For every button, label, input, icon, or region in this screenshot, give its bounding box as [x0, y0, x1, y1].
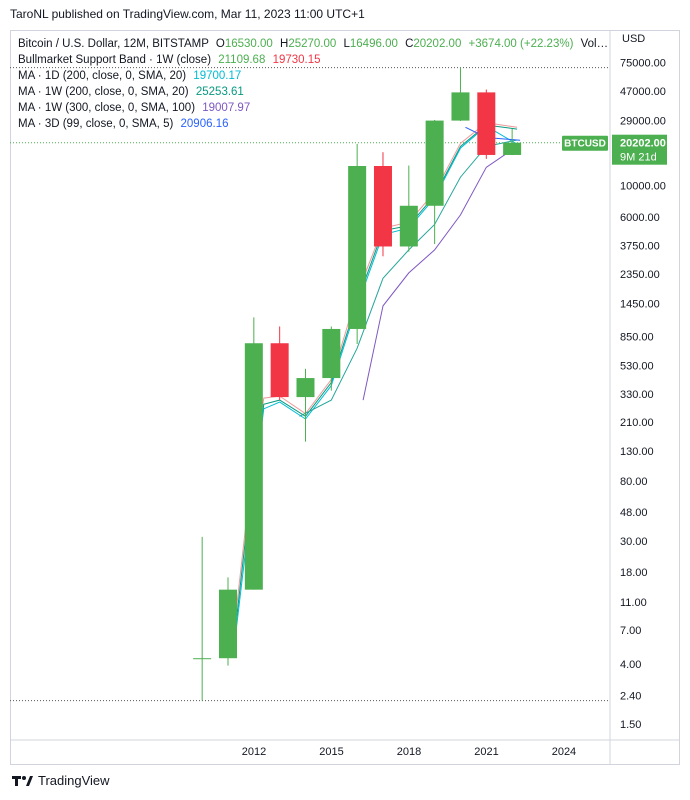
chart-frame: [10, 30, 680, 765]
low-value: 16496.00: [349, 38, 398, 50]
price-tick-label: 1450.00: [620, 299, 660, 311]
price-tick-label: 210.00: [620, 417, 654, 429]
volume-label: Vol…: [580, 38, 609, 50]
indicator-row-ma-1d-200[interactable]: MA · 1D (200, close, 0, SMA, 20) 19700.1…: [18, 68, 608, 84]
candle-body: [219, 589, 237, 659]
price-tick-label: 29000.00: [620, 116, 666, 128]
open-value: 16530.00: [224, 38, 273, 50]
price-tick-label: 330.00: [620, 389, 654, 401]
price-tick-label: 4.00: [620, 659, 641, 671]
high-label: H: [280, 38, 289, 50]
footer[interactable]: TradingView: [12, 773, 110, 788]
price-tick-label: 530.00: [620, 360, 654, 372]
candle-body: [296, 378, 315, 398]
indicator-value: 20906.16: [180, 118, 229, 130]
footer-brand: TradingView: [38, 773, 110, 788]
candle-body: [244, 343, 263, 590]
symbol-badge-label: BTCUSD: [564, 139, 606, 150]
time-tick-label: 2012: [242, 746, 266, 758]
price-tick-label: 2350.00: [620, 269, 660, 281]
price-tick-label: 80.00: [620, 476, 648, 488]
indicator-row-bull-band[interactable]: Bullmarket Support Band · 1W (close) 211…: [18, 52, 608, 68]
price-tick-label: 1.50: [620, 719, 641, 731]
candle-body: [399, 205, 418, 247]
countdown-value: 9M 21d: [620, 152, 657, 164]
tradingview-logo-icon: [12, 775, 33, 786]
close-label: C: [405, 38, 414, 50]
chart-legend: Bitcoin / U.S. Dollar, 12M, BITSTAMP O16…: [18, 36, 608, 132]
indicator-value: 19730.15: [272, 54, 321, 66]
last-price-badge: [612, 134, 667, 165]
candle-body: [477, 92, 496, 155]
low-label: L: [343, 38, 350, 50]
candle-body: [503, 142, 522, 155]
price-tick-label: 18.00: [620, 567, 648, 579]
time-tick-label: 2021: [474, 746, 498, 758]
indicator-value: 25253.61: [195, 86, 244, 98]
indicator-value: 19700.17: [193, 70, 242, 82]
last-price-value: 20202.00: [620, 138, 666, 150]
price-tick-label: 7.00: [620, 625, 641, 637]
price-tick-label: 2.40: [620, 690, 641, 702]
time-tick-label: 2024: [552, 746, 576, 758]
price-tick-label: 30.00: [620, 536, 648, 548]
price-tick-label: 6000.00: [620, 212, 660, 224]
time-tick-label: 2018: [397, 746, 421, 758]
time-tick-label: 2015: [319, 746, 343, 758]
candle-body: [451, 92, 470, 121]
price-tick-label: 10000.00: [620, 181, 666, 193]
candle-body: [270, 343, 289, 398]
symbol-badge: [562, 135, 608, 151]
price-tick-label: 850.00: [620, 331, 654, 343]
price-tick-label: 75000.00: [620, 58, 666, 70]
indicator-name: MA · 1D (200, close, 0, SMA, 20): [18, 70, 187, 82]
ma-line-purple: [362, 145, 518, 401]
symbol-title: Bitcoin / U.S. Dollar, 12M, BITSTAMP: [18, 38, 209, 50]
indicator-row-ma-1w-200[interactable]: MA · 1W (200, close, 0, SMA, 20) 25253.6…: [18, 84, 608, 100]
symbol-row[interactable]: Bitcoin / U.S. Dollar, 12M, BITSTAMP O16…: [18, 36, 608, 52]
close-value: 20202.00: [413, 38, 462, 50]
candle-body: [193, 658, 212, 660]
price-axis-currency: USD: [622, 33, 645, 45]
indicator-value: 21109.68: [218, 54, 266, 66]
indicator-name: MA · 3D (99, close, 0, SMA, 5): [18, 118, 174, 130]
price-tick-label: 48.00: [620, 507, 648, 519]
candle-body: [373, 165, 392, 247]
price-tick-label: 130.00: [620, 446, 654, 458]
candle-body: [322, 328, 341, 379]
indicator-name: MA · 1W (200, close, 0, SMA, 20): [18, 86, 189, 98]
price-tick-label: 11.00: [620, 597, 647, 609]
indicator-name: Bullmarket Support Band · 1W (close): [18, 54, 212, 66]
candle-body: [348, 165, 367, 329]
indicator-name: MA · 1W (300, close, 0, SMA, 100): [18, 102, 196, 114]
candle-body: [425, 120, 444, 206]
price-tick-label: 3750.00: [620, 241, 660, 253]
publisher-line: TaroNL published on TradingView.com, Mar…: [10, 7, 365, 21]
open-label: O: [215, 38, 225, 50]
high-value: 25270.00: [288, 38, 337, 50]
price-tick-label: 47000.00: [620, 86, 666, 98]
change-value: +3674.00 (+22.23%): [468, 38, 574, 50]
indicator-row-ma-1w-300[interactable]: MA · 1W (300, close, 0, SMA, 100) 19007.…: [18, 100, 608, 116]
indicator-value: 19007.97: [202, 102, 251, 114]
indicator-row-ma-3d-99[interactable]: MA · 3D (99, close, 0, SMA, 5) 20906.16: [18, 116, 608, 132]
